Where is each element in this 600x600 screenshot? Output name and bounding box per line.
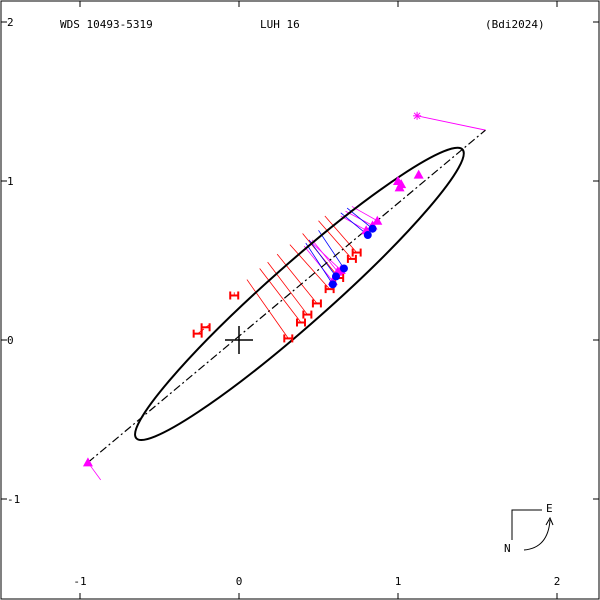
observation-markers — [82, 111, 424, 467]
speckle-point — [363, 231, 372, 240]
compass-arrow-head — [545, 516, 554, 526]
micrometric-point — [394, 182, 405, 192]
y-tick-label: 1 — [7, 175, 14, 188]
speckle-point — [328, 280, 337, 289]
visual-point — [351, 248, 362, 257]
y-tick-label: 2 — [7, 16, 14, 29]
residual-line — [289, 244, 330, 290]
speckle-point — [339, 264, 348, 273]
compass-north-label: N — [504, 542, 511, 555]
compass-rotation-arrow — [523, 519, 551, 551]
residual-line — [267, 261, 308, 315]
orbit-group — [87, 129, 486, 463]
first-observation-connector — [416, 115, 486, 131]
star-arm — [413, 112, 421, 120]
wds-id-label: WDS 10493-5319 — [60, 18, 153, 31]
x-tick-label: 1 — [395, 575, 402, 588]
axis-tick-labels: -1 0 1 2 -1 0 1 2 — [7, 16, 560, 588]
residual-line — [305, 242, 334, 285]
residual-line — [276, 253, 318, 304]
line-of-nodes — [87, 129, 486, 463]
compass: E N — [504, 502, 554, 555]
orbit-ellipse — [134, 146, 465, 441]
micrometric-point — [413, 169, 424, 179]
reference-label: (Bdi2024) — [485, 18, 545, 31]
visual-point — [311, 299, 322, 308]
x-tick-label: -1 — [73, 575, 86, 588]
visual-point — [283, 334, 294, 343]
micrometric-point — [372, 215, 383, 225]
residual-lines — [87, 115, 486, 481]
compass-east-label: E — [546, 502, 553, 515]
residual-line — [308, 239, 337, 277]
visual-point — [296, 318, 307, 327]
speckle-point — [368, 224, 377, 233]
residual-line — [259, 268, 302, 323]
micrometric-point — [82, 457, 93, 467]
visual-point — [302, 310, 313, 319]
visual-point — [346, 254, 357, 263]
compass-north-arm — [511, 509, 542, 540]
first-observation-star — [413, 111, 422, 120]
y-tick-label: -1 — [7, 493, 20, 506]
residual-line — [311, 239, 338, 272]
visual-point — [200, 323, 211, 332]
x-tick-label: 2 — [554, 575, 561, 588]
residual-line — [246, 279, 289, 339]
residual-line — [318, 230, 345, 269]
y-tick-label: 0 — [7, 334, 14, 347]
residual-line — [318, 220, 353, 260]
discoverer-label: LUH 16 — [260, 18, 300, 31]
residual-line — [310, 241, 342, 271]
residual-line — [303, 245, 334, 282]
speckle-point — [331, 272, 340, 281]
visual-point — [229, 291, 240, 300]
residual-line — [324, 215, 357, 253]
x-tick-label: 0 — [236, 575, 243, 588]
